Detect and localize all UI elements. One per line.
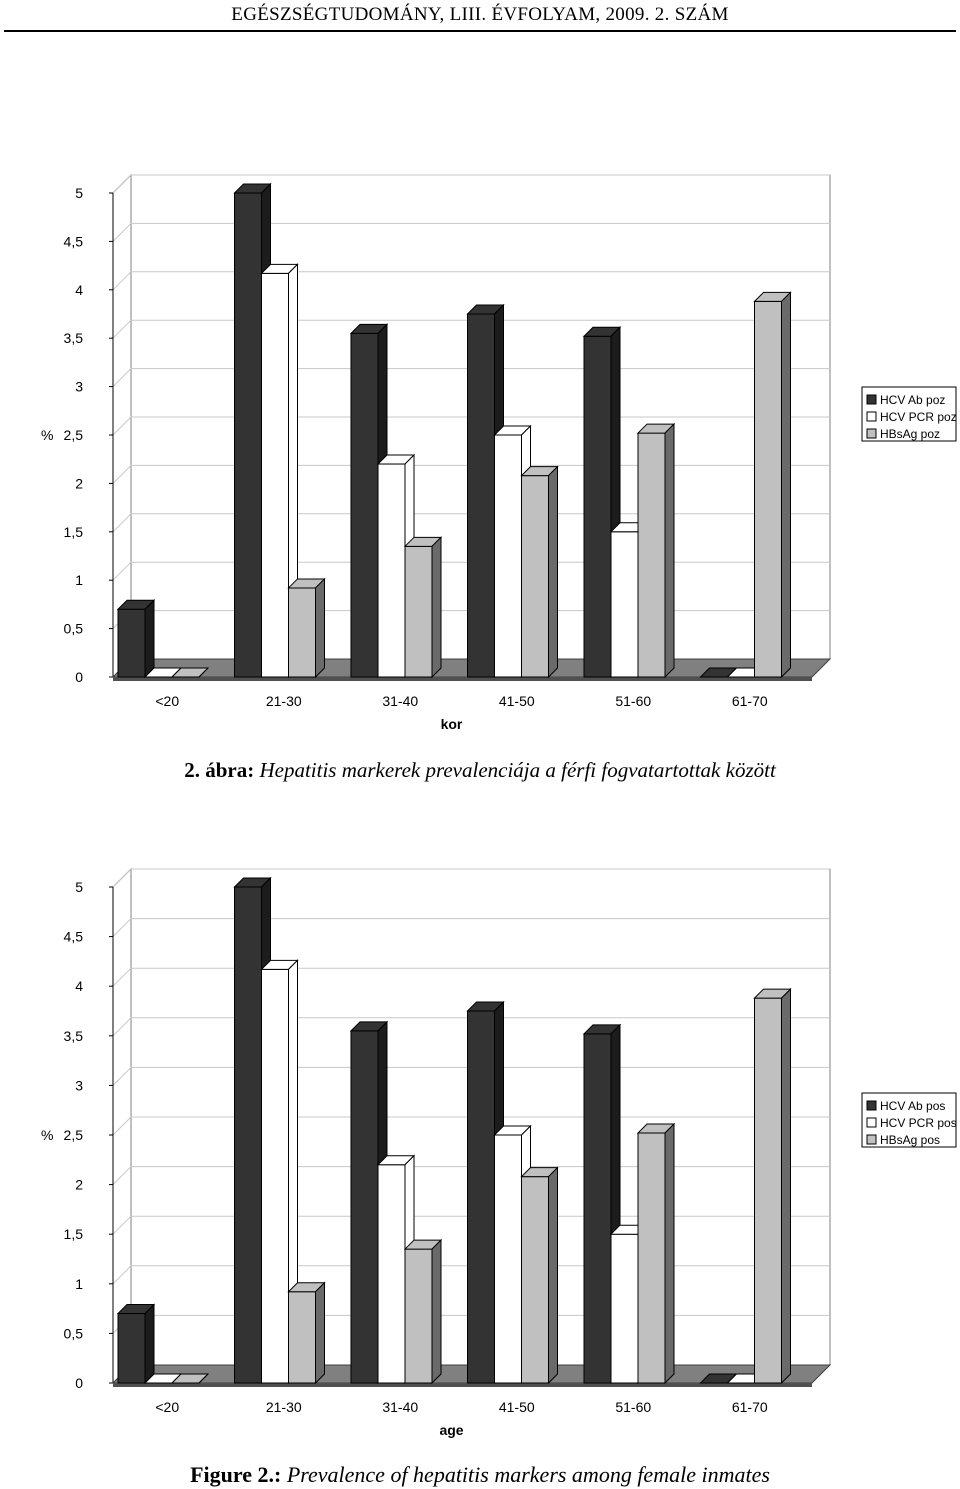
x-axis-title: kor [441, 716, 463, 732]
x-tick-label: 51-60 [615, 1399, 651, 1415]
x-tick-label: 31-40 [382, 693, 418, 709]
gridline [112, 868, 830, 888]
y-tick-label: 1 [75, 572, 83, 588]
bar-chart-male: 0 0,5 1 1,5 2 2,5 3 3,5 4 4,5 5% <20 21-30 31-40 41-50… [41, 173, 957, 732]
x-tick-label: 21-30 [266, 1399, 302, 1415]
legend-swatch [866, 1100, 877, 1111]
y-tick-label: 4 [75, 282, 83, 298]
caption-label: 2. ábra: [184, 758, 255, 782]
legend: HCV Ab pos HCV PCR pos HBsAg pos [861, 1092, 957, 1148]
caption-text: Prevalence of hepatitis markers among fe… [281, 1462, 770, 1487]
bar [287, 1281, 326, 1385]
y-tick-label: 2 [75, 1177, 83, 1193]
figure-caption-en: Figure 2.: Prevalence of hepatitis marke… [0, 1462, 960, 1488]
journal-header: EGÉSZSÉGTUDOMÁNY, LIII. ÉVFOLYAM, 2009. … [231, 4, 729, 25]
y-tick-label: 4 [75, 978, 83, 994]
floor-edge [113, 677, 812, 681]
x-tick-label: 61-70 [732, 1399, 768, 1415]
header-divider [4, 30, 956, 32]
bar [116, 599, 156, 679]
y-tick-label: 4,5 [64, 233, 84, 249]
gridline [112, 174, 830, 194]
x-tick-label: 21-30 [266, 693, 302, 709]
y-tick-label: 1,5 [64, 1226, 84, 1242]
bar [520, 1166, 559, 1385]
legend-label: HCV PCR pos [880, 1116, 957, 1130]
x-tick-label: 41-50 [499, 1399, 535, 1415]
bar [116, 1303, 156, 1385]
bar [636, 1122, 676, 1385]
bar [753, 291, 792, 679]
gridline [112, 222, 830, 242]
y-axis-title: % [41, 1127, 53, 1143]
floor-edge [113, 1383, 812, 1387]
y-tick-label: 0 [75, 1375, 83, 1391]
legend-label: HCV PCR poz [880, 410, 957, 424]
y-tick-label: 1 [75, 1276, 83, 1292]
bar [636, 422, 676, 679]
legend-swatch [866, 394, 877, 405]
bar [170, 667, 210, 678]
y-tick-label: 0,5 [64, 1325, 84, 1341]
legend-label: HCV Ab poz [880, 393, 945, 407]
legend-swatch [866, 1117, 877, 1128]
x-tick-label: <20 [155, 693, 179, 709]
y-tick-label: 0 [75, 669, 83, 685]
bar [520, 465, 559, 679]
legend: HCV Ab poz HCV PCR poz HBsAg poz [861, 386, 957, 442]
legend-label: HBsAg poz [880, 427, 940, 441]
caption-label: Figure 2.: [190, 1462, 282, 1487]
legend-swatch [866, 411, 877, 422]
y-tick-label: 3 [75, 379, 83, 395]
legend-label: HCV Ab pos [880, 1099, 945, 1113]
gridline [112, 967, 830, 987]
y-axis-title: % [41, 427, 53, 443]
bar [233, 876, 272, 1385]
y-tick-label: 5 [75, 185, 83, 201]
x-tick-label: 51-60 [615, 693, 651, 709]
x-tick-label: 41-50 [499, 693, 535, 709]
bar [403, 536, 443, 679]
y-tick-label: 4,5 [64, 929, 84, 945]
y-tick-label: 1,5 [64, 524, 84, 540]
gridline [112, 271, 830, 291]
y-tick-label: 3,5 [64, 330, 84, 346]
y-tick-label: 2,5 [64, 1127, 84, 1143]
x-tick-label: 31-40 [382, 1399, 418, 1415]
y-tick-label: 2,5 [64, 427, 84, 443]
bar-chart-female: 0 0,5 1 1,5 2 2,5 3 3,5 4 4,5 5% <20 21-30 31-40 41-50… [41, 867, 957, 1438]
y-tick-label: 2 [75, 475, 83, 491]
x-tick-label: 61-70 [732, 693, 768, 709]
bar [170, 1373, 210, 1384]
gridline [112, 918, 830, 937]
gridline [112, 319, 830, 339]
y-tick-label: 5 [75, 879, 83, 895]
legend-swatch [866, 428, 877, 439]
y-tick-label: 3 [75, 1077, 83, 1093]
caption-text: Hepatitis markerek prevalenciája a férfi… [254, 758, 776, 782]
y-tick-label: 3,5 [64, 1028, 84, 1044]
legend-label: HBsAg pos [880, 1133, 940, 1147]
x-axis-title: age [439, 1422, 463, 1438]
figure-caption-hu: 2. ábra: Hepatitis markerek prevalenciáj… [0, 758, 960, 783]
bar [260, 263, 299, 679]
bar [287, 577, 326, 679]
bar [403, 1238, 443, 1385]
y-tick-label: 0,5 [64, 621, 84, 637]
gridline [112, 1017, 830, 1037]
bar [753, 987, 792, 1385]
legend-swatch [866, 1134, 877, 1145]
x-tick-label: <20 [155, 1399, 179, 1415]
